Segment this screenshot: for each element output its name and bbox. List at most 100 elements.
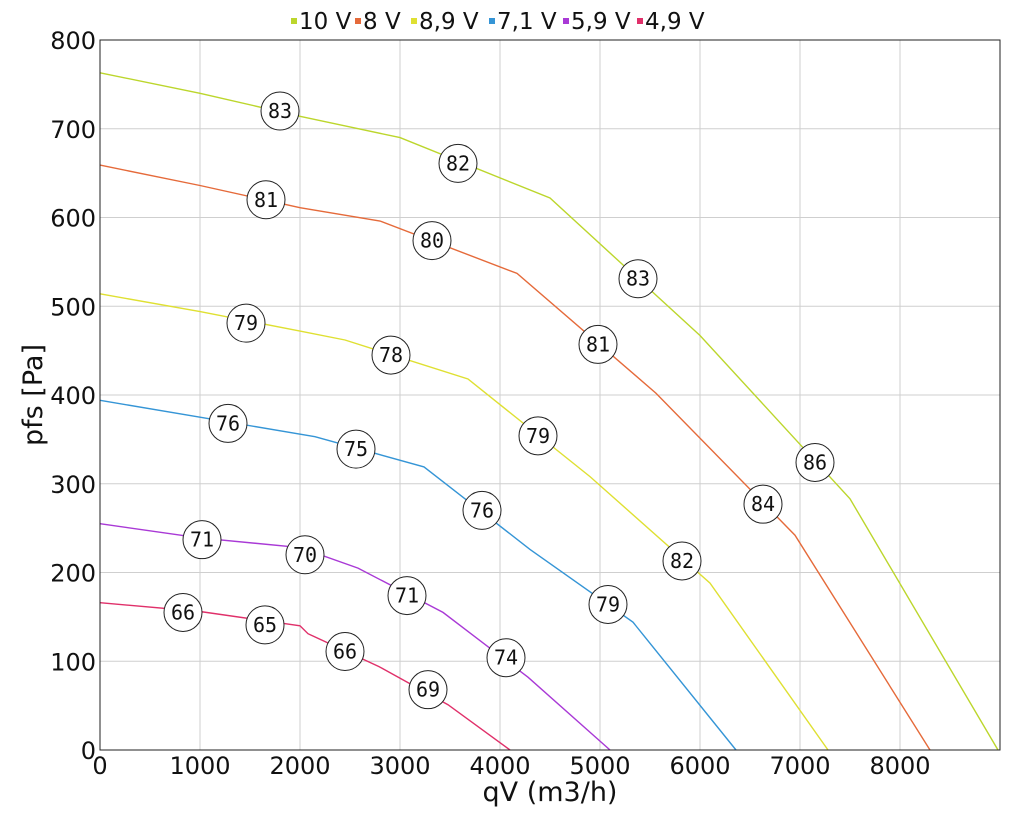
efficiency-marker-circle — [618, 259, 658, 299]
efficiency-marker-circle — [285, 535, 325, 575]
y-tick-label: 200 — [50, 560, 96, 588]
efficiency-marker-label: 80 — [420, 229, 444, 253]
efficiency-marker-circle — [336, 429, 376, 469]
efficiency-marker-circle — [245, 605, 285, 645]
efficiency-marker-circle — [438, 143, 478, 183]
efficiency-marker: 75 — [336, 429, 376, 469]
y-axis-ticks: 0 100 200 300 400 500 600 700 800 — [50, 27, 96, 765]
efficiency-marker-label: 83 — [626, 267, 650, 291]
efficiency-marker-label: 70 — [293, 543, 317, 567]
efficiency-marker-label: 71 — [395, 584, 419, 608]
efficiency-marker-circle — [260, 91, 300, 131]
y-tick-label: 100 — [50, 648, 96, 676]
series-line — [99, 399, 737, 751]
y-tick-label: 700 — [50, 116, 96, 144]
efficiency-marker-circle — [226, 303, 266, 343]
efficiency-marker: 78 — [371, 335, 411, 375]
efficiency-marker-label: 78 — [379, 343, 403, 367]
efficiency-marker-circle — [578, 324, 618, 364]
efficiency-marker-circle — [462, 490, 502, 530]
efficiency-marker-label: 82 — [670, 549, 694, 573]
efficiency-marker: 82 — [438, 143, 478, 183]
legend-label: 8 V — [363, 9, 401, 35]
efficiency-marker-label: 66 — [171, 600, 195, 624]
efficiency-marker: 79 — [588, 584, 628, 624]
efficiency-marker: 79 — [518, 416, 558, 456]
efficiency-marker-circle — [662, 541, 702, 581]
efficiency-marker: 83 — [618, 259, 658, 299]
efficiency-marker-label: 79 — [234, 311, 258, 335]
efficiency-marker-label: 75 — [344, 437, 368, 461]
efficiency-marker-label: 86 — [803, 450, 827, 474]
efficiency-marker: 74 — [486, 638, 526, 678]
efficiency-marker-label: 84 — [751, 492, 775, 516]
legend-item: 10 V — [291, 9, 352, 35]
x-tick-label: 4000 — [469, 752, 530, 780]
efficiency-marker-circle — [208, 403, 248, 443]
efficiency-marker: 70 — [285, 535, 325, 575]
efficiency-marker: 83 — [260, 91, 300, 131]
efficiency-marker: 69 — [408, 670, 448, 710]
efficiency-marker-label: 83 — [268, 99, 292, 123]
legend-item: 8,9 V — [411, 9, 479, 35]
efficiency-marker-label: 81 — [254, 188, 278, 212]
efficiency-marker-circle — [743, 484, 783, 524]
legend-label: 5,9 V — [571, 9, 631, 35]
efficiency-marker-label: 81 — [586, 332, 610, 356]
x-axis-title: qV (m3/h) — [483, 777, 618, 808]
efficiency-marker: 65 — [245, 605, 285, 645]
x-tick-label: 7000 — [769, 752, 830, 780]
efficiency-marker: 79 — [226, 303, 266, 343]
efficiency-marker-circle — [387, 576, 427, 616]
efficiency-marker-label: 74 — [494, 646, 518, 670]
efficiency-marker-circle — [182, 520, 222, 560]
series-line — [99, 602, 511, 751]
efficiency-marker-circle — [795, 442, 835, 482]
x-tick-label: 5000 — [569, 752, 630, 780]
plot-frame — [99, 39, 1001, 751]
efficiency-marker-circle — [412, 221, 452, 261]
legend-swatch — [637, 18, 643, 24]
efficiency-marker: 80 — [412, 221, 452, 261]
efficiency-marker: 66 — [325, 631, 365, 671]
efficiency-marker: 81 — [246, 180, 286, 220]
efficiency-marker-label: 69 — [416, 678, 440, 702]
efficiency-marker-label: 79 — [526, 424, 550, 448]
efficiency-marker-circle — [408, 670, 448, 710]
efficiency-marker-label: 71 — [190, 528, 214, 552]
efficiency-marker-label: 66 — [333, 639, 357, 663]
efficiency-marker: 71 — [387, 576, 427, 616]
legend-item: 8 V — [355, 9, 401, 35]
y-tick-label: 400 — [50, 382, 96, 410]
legend-label: 10 V — [299, 9, 352, 35]
legend-item: 5,9 V — [563, 9, 631, 35]
efficiency-marker-label: 76 — [216, 411, 240, 435]
y-tick-label: 500 — [50, 293, 96, 321]
efficiency-marker-circle — [163, 592, 203, 632]
efficiency-annotations: 83 82 83 86 81 80 81 84 79 78 79 82 76 75 76 79 71 70 71 74… — [163, 91, 835, 710]
efficiency-marker-label: 76 — [470, 498, 494, 522]
efficiency-marker: 82 — [662, 541, 702, 581]
efficiency-marker: 86 — [795, 442, 835, 482]
efficiency-marker-label: 79 — [596, 592, 620, 616]
legend-swatch — [489, 18, 495, 24]
y-tick-label: 600 — [50, 205, 96, 233]
legend-swatch — [563, 18, 569, 24]
efficiency-marker-circle — [518, 416, 558, 456]
y-axis-title: pfs [Pa] — [18, 344, 49, 446]
legend-swatch — [355, 18, 361, 24]
legend-label: 7,1 V — [497, 9, 557, 35]
efficiency-marker: 84 — [743, 484, 783, 524]
legend-label: 8,9 V — [419, 9, 479, 35]
efficiency-marker-label: 65 — [253, 613, 277, 637]
legend-label: 4,9 V — [645, 9, 705, 35]
legend-swatch — [411, 18, 417, 24]
grid — [99, 39, 1000, 751]
y-tick-label: 0 — [81, 737, 96, 765]
efficiency-marker-label: 82 — [446, 151, 470, 175]
efficiency-marker-circle — [325, 631, 365, 671]
y-tick-label: 800 — [50, 27, 96, 55]
efficiency-marker: 76 — [462, 490, 502, 530]
x-tick-label: 3000 — [369, 752, 430, 780]
